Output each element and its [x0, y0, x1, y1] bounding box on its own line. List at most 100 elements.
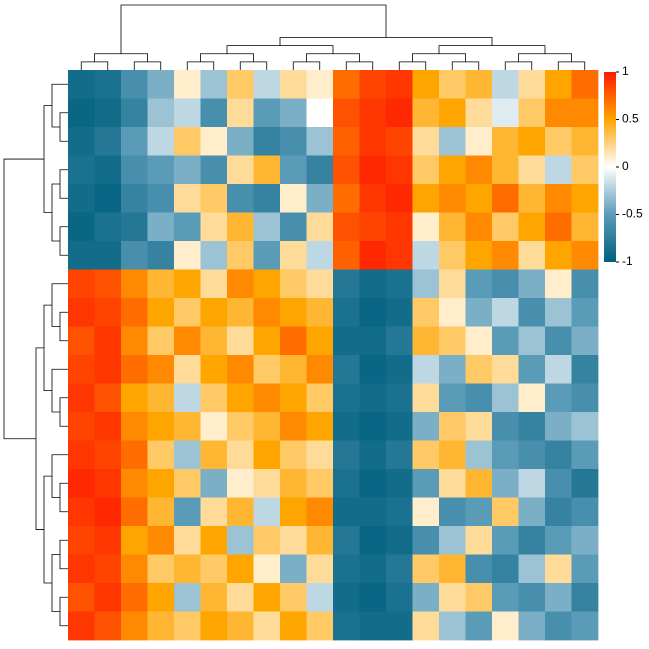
cell [227, 611, 254, 641]
cell [200, 269, 228, 299]
cell [545, 326, 572, 356]
dendrogram-branch [239, 61, 268, 70]
cell [439, 298, 466, 327]
cell [386, 326, 413, 356]
cell [439, 155, 466, 185]
cell [94, 127, 122, 156]
cell [280, 326, 307, 356]
colorbar: 1 0.5 0 -0.5 -1 [604, 64, 643, 268]
cell [386, 98, 413, 128]
cell [147, 70, 175, 99]
cell [68, 355, 95, 384]
cell [386, 70, 413, 99]
cell [412, 155, 440, 185]
cell [439, 70, 466, 99]
cell [465, 440, 493, 470]
cell [333, 241, 360, 270]
cell [147, 212, 175, 242]
cell [306, 611, 334, 641]
cell [492, 469, 519, 498]
cell [518, 127, 546, 156]
cell [147, 269, 175, 299]
cell [147, 98, 175, 128]
cell [333, 412, 360, 441]
cell [465, 127, 493, 156]
cell [253, 184, 281, 213]
cell [200, 127, 228, 156]
cell [280, 497, 307, 527]
cell [439, 98, 466, 128]
cell [227, 127, 254, 156]
cell [121, 497, 148, 527]
dendrogram-branch [200, 53, 254, 62]
cell [386, 355, 413, 384]
cell [200, 98, 228, 128]
cell [571, 241, 599, 270]
cell [386, 212, 413, 242]
cell [200, 70, 228, 99]
cell [121, 355, 148, 384]
dendrogram-branch [306, 53, 360, 62]
dendrogram-branch [51, 183, 60, 242]
cell [306, 526, 334, 555]
cell [280, 412, 307, 441]
cell [280, 611, 307, 641]
dendrogram-branch [80, 61, 109, 70]
cell [174, 412, 201, 441]
dendrogram-branch [59, 112, 68, 142]
cell [174, 355, 201, 384]
cell [439, 440, 466, 470]
cell [386, 127, 413, 156]
cell [571, 98, 599, 128]
cell [518, 298, 546, 327]
dendrogram-branch [94, 53, 148, 62]
cell [465, 583, 493, 612]
cell [200, 469, 228, 498]
cell [280, 298, 307, 327]
cell [492, 70, 519, 99]
cell [94, 526, 122, 555]
dendrogram-branch [59, 539, 68, 570]
cell [518, 184, 546, 213]
cell [147, 611, 175, 641]
dendrogram-branch [451, 61, 480, 70]
cell [306, 98, 334, 128]
cell [333, 269, 360, 299]
cell [492, 212, 519, 242]
cell [518, 554, 546, 584]
cell [518, 497, 546, 527]
cell [571, 440, 599, 470]
cell [359, 583, 387, 612]
cell [492, 497, 519, 527]
cell [94, 212, 122, 242]
dendrogram-branch [412, 53, 466, 62]
cell [439, 583, 466, 612]
cell [68, 241, 95, 270]
cell [253, 355, 281, 384]
cell [412, 241, 440, 270]
cell [227, 269, 254, 299]
cell [545, 497, 572, 527]
dendrogram-branch [59, 596, 68, 627]
cell [359, 440, 387, 470]
cell [333, 184, 360, 213]
cell [121, 412, 148, 441]
cell [253, 70, 281, 99]
cell [571, 212, 599, 242]
cell [518, 611, 546, 641]
cell [200, 298, 228, 327]
cell [94, 298, 122, 327]
cell [412, 269, 440, 299]
cell [174, 554, 201, 584]
cell [200, 611, 228, 641]
cell [121, 127, 148, 156]
cell [68, 554, 95, 584]
cell [412, 212, 440, 242]
cell [227, 412, 254, 441]
dendrogram-branch [557, 61, 586, 70]
cell [200, 583, 228, 612]
cell [121, 212, 148, 242]
cell [280, 212, 307, 242]
cell [571, 583, 599, 612]
